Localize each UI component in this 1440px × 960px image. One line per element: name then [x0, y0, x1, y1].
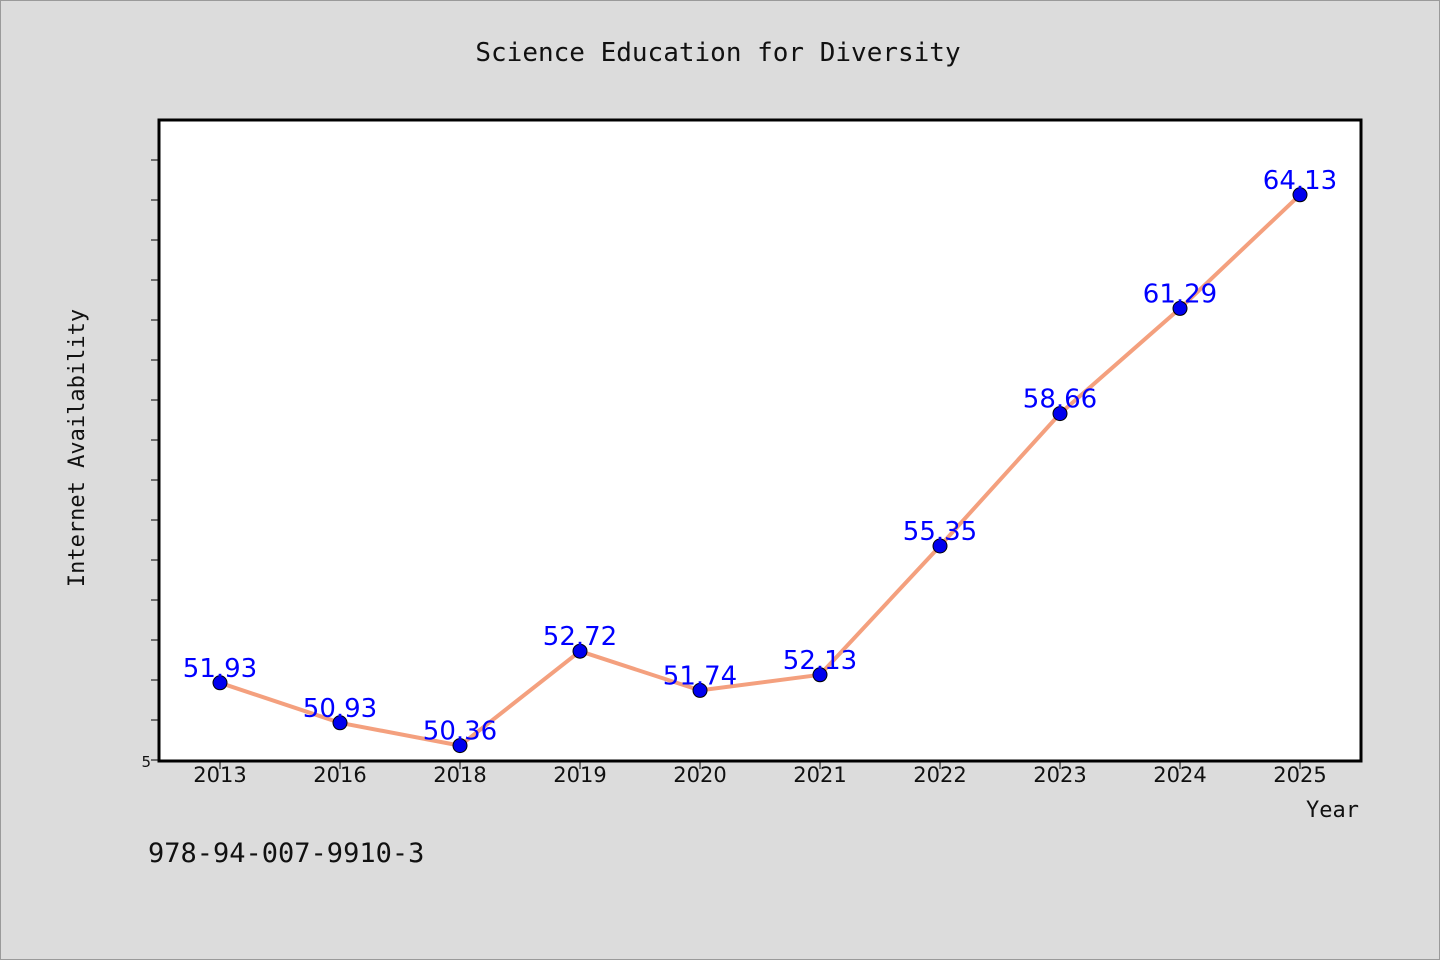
- data-label: 51.93: [183, 654, 257, 684]
- data-point: [812, 667, 828, 683]
- y-axis-label: Internet Availability: [65, 309, 90, 587]
- x-tick-label: 2023: [1033, 763, 1086, 787]
- y-tick-label: 5: [141, 753, 151, 771]
- data-point: [572, 643, 588, 659]
- x-tick-label: 2018: [433, 763, 486, 787]
- data-label: 55.35: [903, 517, 977, 547]
- x-tick-label: 2013: [193, 763, 246, 787]
- data-label: 50.93: [303, 694, 377, 724]
- x-tick-label: 2024: [1153, 763, 1206, 787]
- data-label: 58.66: [1023, 385, 1097, 415]
- data-point: [1292, 187, 1308, 203]
- data-label: 52.13: [783, 646, 857, 676]
- data-point: [332, 715, 348, 731]
- series-markers: [212, 187, 1308, 754]
- x-tick-label: 2019: [553, 763, 606, 787]
- x-tick-label: 2021: [793, 763, 846, 787]
- data-label: 50.36: [423, 717, 497, 747]
- data-point: [212, 675, 228, 691]
- series-line: [219, 193, 1302, 748]
- data-point: [1172, 300, 1188, 316]
- data-point: [1052, 406, 1068, 422]
- data-label: 61.29: [1143, 279, 1217, 309]
- x-tick-label: 2016: [313, 763, 366, 787]
- plot-border: [157, 118, 1363, 763]
- x-tick-label: 2022: [913, 763, 966, 787]
- data-label: 52.72: [543, 622, 617, 652]
- data-point: [692, 682, 708, 698]
- x-tick-labels: 2013 2016 2018 2019 2020 2021 2022 2023 2024 2025: [193, 763, 1326, 787]
- data-point: [452, 738, 468, 754]
- chart-title: Science Education for Diversity: [475, 38, 960, 68]
- data-point: [932, 538, 948, 554]
- data-label: 64.13: [1263, 166, 1337, 196]
- x-tick-label: 2025: [1273, 763, 1326, 787]
- data-label: 51.74: [663, 661, 737, 691]
- data-labels: 51.93 50.93 50.36 52.72 51.74 52.13 55.35 58.66…: [183, 166, 1337, 747]
- x-axis-label: Year: [1306, 798, 1359, 823]
- plot-area: [159, 120, 1361, 761]
- isbn-text: 978-94-007-9910-3: [148, 838, 424, 869]
- x-tick-label: 2020: [673, 763, 726, 787]
